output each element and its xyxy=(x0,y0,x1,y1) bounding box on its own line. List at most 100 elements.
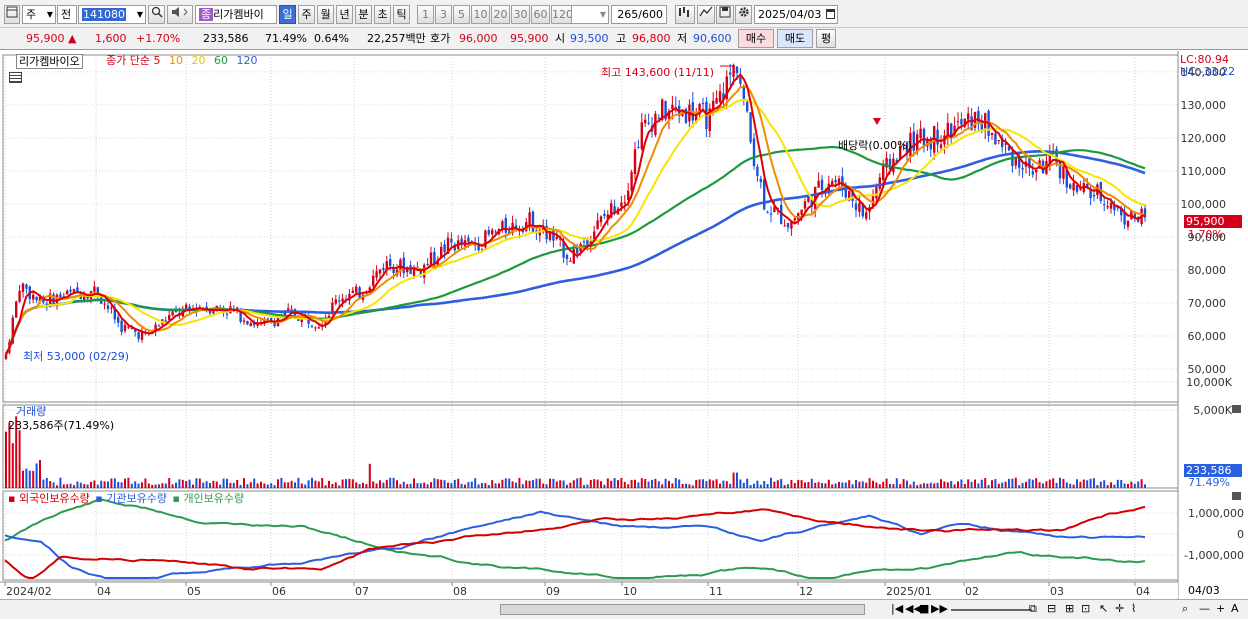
count-field[interactable]: 265/600 xyxy=(611,5,667,24)
chart-area[interactable]: 140,000 130,000 120,000 110,000 100,000 90,00… xyxy=(0,51,1248,621)
number-button-20[interactable]: 20 xyxy=(491,5,510,24)
gear-icon[interactable] xyxy=(735,5,752,24)
number-button-3[interactable]: 3 xyxy=(435,5,452,24)
trend-icon[interactable] xyxy=(697,5,715,24)
number-button-10[interactable]: 10 xyxy=(471,5,490,24)
sell-button[interactable]: 매도 xyxy=(777,29,813,48)
volume-bar xyxy=(147,483,150,488)
cross-icon[interactable]: ✛ xyxy=(1115,602,1125,615)
scroll-bar[interactable] xyxy=(0,599,875,619)
period-select[interactable]: 주 ▼ xyxy=(22,5,56,24)
volume-bar xyxy=(290,480,293,488)
volume-bar xyxy=(566,484,568,488)
volume-bar xyxy=(647,481,650,488)
date-input[interactable]: 2025/04/03 xyxy=(754,5,838,24)
candle-body xyxy=(746,101,749,112)
volume-title: 거래량 xyxy=(16,405,47,418)
price-tick-label: 50,000 xyxy=(1188,363,1227,376)
volume-bar xyxy=(32,470,35,488)
holdings-legend: ▪ 외국인보유수량 ▪ 기관보유수량 ▪ 개인보유수량 xyxy=(8,492,244,505)
next-icon[interactable]: ▶▶ xyxy=(931,602,948,615)
font-icon[interactable]: A xyxy=(1231,602,1239,615)
volume-bar xyxy=(433,478,436,488)
number-button-1[interactable]: 1 xyxy=(417,5,434,24)
volume-bar xyxy=(440,479,443,488)
volume-bar xyxy=(1079,481,1082,488)
candle-body xyxy=(382,268,385,271)
draw-icon[interactable] xyxy=(675,5,695,24)
volume-bar xyxy=(283,482,286,488)
volume-bar xyxy=(86,484,89,488)
period-button-6[interactable]: 틱 xyxy=(393,5,410,24)
number-button-60[interactable]: 60 xyxy=(531,5,550,24)
candle-body xyxy=(140,331,144,340)
volume-bar xyxy=(1086,480,1089,488)
volume-bar xyxy=(113,478,116,488)
number-button-5[interactable]: 5 xyxy=(453,5,470,24)
xaxis-label: 02 xyxy=(965,585,979,598)
table-icon[interactable] xyxy=(9,72,22,83)
chart-type-icon[interactable] xyxy=(4,5,20,24)
code-input[interactable]: 141080 ▼ xyxy=(78,5,146,24)
prev-field[interactable]: 전 xyxy=(57,5,77,24)
volume-bar xyxy=(212,480,215,488)
volume-bar xyxy=(1082,479,1085,488)
volume-bar xyxy=(912,481,915,488)
period-button-5[interactable]: 초 xyxy=(374,5,391,24)
zoom-in-icon[interactable]: + xyxy=(1216,602,1226,615)
price-tick-label: 130,000 xyxy=(1181,99,1227,112)
volume-bar xyxy=(460,483,463,488)
candle-body xyxy=(739,77,742,84)
scroll-thumb[interactable] xyxy=(500,604,865,615)
volume-bar xyxy=(793,483,796,488)
price-tick-label: 70,000 xyxy=(1188,297,1227,310)
volume-bar xyxy=(800,480,803,488)
panel-close-icon[interactable] xyxy=(1232,405,1241,413)
cursor-icon[interactable]: ↖ xyxy=(1099,602,1109,615)
volume-bar xyxy=(688,484,691,488)
volume-bar xyxy=(732,472,735,488)
magnet-icon[interactable]: ⌇ xyxy=(1131,602,1137,615)
search-icon[interactable] xyxy=(148,5,165,24)
period-extra-select[interactable]: ▼ xyxy=(571,5,609,24)
candle-body xyxy=(851,190,854,201)
number-button-120[interactable]: 120 xyxy=(551,5,573,24)
save-icon[interactable] xyxy=(716,5,734,24)
period-button-4[interactable]: 분 xyxy=(355,5,372,24)
volume-bar xyxy=(379,480,381,488)
candle-body xyxy=(402,257,405,273)
eval-button[interactable]: 평 xyxy=(816,29,836,48)
panel-close-icon[interactable] xyxy=(1232,492,1241,500)
zoom-slider[interactable] xyxy=(951,609,1031,611)
volume-bar xyxy=(453,479,456,488)
chart-icon[interactable]: ⊡ xyxy=(1081,602,1091,615)
candle-body xyxy=(854,203,858,210)
grid-icon[interactable]: ⊞ xyxy=(1065,602,1075,615)
candle-body xyxy=(171,311,174,316)
number-button-30[interactable]: 30 xyxy=(511,5,530,24)
volume-bar xyxy=(1123,483,1126,488)
first-icon[interactable]: |◀ xyxy=(891,602,904,615)
volume-bar xyxy=(963,484,966,488)
prev-icon[interactable]: ◀◀ xyxy=(905,602,922,615)
period-button-1[interactable]: 주 xyxy=(298,5,315,24)
zoom-icon[interactable]: ⌕ xyxy=(1182,602,1189,615)
foreign-holdings-line xyxy=(4,505,1146,579)
xaxis-label: 05 xyxy=(187,585,201,598)
candle-body xyxy=(130,328,133,330)
period-button-3[interactable]: 년 xyxy=(336,5,353,24)
split-icon[interactable]: ⊟ xyxy=(1047,602,1057,615)
volume-bar xyxy=(1120,479,1123,488)
candle-body xyxy=(436,259,439,266)
volume-bar xyxy=(569,482,572,488)
stop-icon[interactable]: ■ xyxy=(919,602,930,615)
volume-bar xyxy=(1072,484,1075,488)
period-button-0[interactable]: 일 xyxy=(279,5,296,24)
period-button-2[interactable]: 월 xyxy=(317,5,334,24)
speaker-icon[interactable] xyxy=(167,5,193,24)
zoom-out-icon[interactable]: — xyxy=(1199,602,1210,615)
layout-icon[interactable]: ⧉ xyxy=(1029,602,1037,615)
low: 90,600 xyxy=(693,32,732,45)
volume-bar xyxy=(450,483,453,488)
buy-button[interactable]: 매수 xyxy=(738,29,774,48)
